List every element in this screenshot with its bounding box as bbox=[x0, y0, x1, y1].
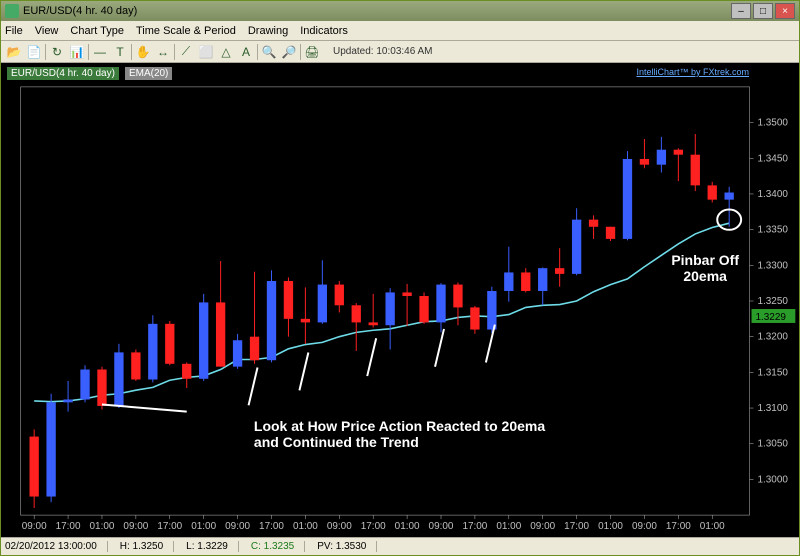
chart-area[interactable]: EUR/USD(4 hr. 40 day) EMA(20) IntelliCha… bbox=[1, 63, 799, 537]
toolbar-tool-20[interactable]: 🖨 bbox=[303, 43, 321, 61]
svg-text:01:00: 01:00 bbox=[293, 521, 318, 532]
toolbar-tool-7[interactable]: T bbox=[111, 43, 129, 61]
svg-text:09:00: 09:00 bbox=[123, 521, 148, 532]
svg-text:01:00: 01:00 bbox=[496, 521, 521, 532]
menu-drawing[interactable]: Drawing bbox=[248, 25, 288, 37]
toolbar: 📂📄 ↻📊 —T ✋↔ ⟋⬜△A 🔍🔎 🖨 Updated: 10:03:46 AM bbox=[1, 41, 799, 63]
svg-text:09:00: 09:00 bbox=[327, 521, 352, 532]
status-datetime: 02/20/2012 13:00:00 bbox=[5, 541, 108, 552]
toolbar-tool-16 bbox=[257, 44, 258, 60]
svg-text:17:00: 17:00 bbox=[259, 521, 284, 532]
toolbar-tool-15[interactable]: A bbox=[237, 43, 255, 61]
app-icon bbox=[5, 4, 19, 18]
svg-text:1.3000: 1.3000 bbox=[757, 474, 788, 485]
toolbar-tool-1[interactable]: 📄 bbox=[25, 43, 43, 61]
svg-text:01:00: 01:00 bbox=[598, 521, 623, 532]
svg-text:1.3350: 1.3350 bbox=[757, 225, 788, 236]
toolbar-tool-17[interactable]: 🔍 bbox=[260, 43, 278, 61]
minimize-button[interactable]: – bbox=[731, 3, 751, 19]
brand-link[interactable]: IntelliChart™ by FXtrek.com bbox=[636, 67, 749, 77]
toolbar-tool-5 bbox=[88, 44, 89, 60]
svg-text:09:00: 09:00 bbox=[22, 521, 47, 532]
legend: EUR/USD(4 hr. 40 day) EMA(20) bbox=[7, 67, 172, 80]
svg-text:1.3050: 1.3050 bbox=[757, 439, 788, 450]
toolbar-tool-8 bbox=[131, 44, 132, 60]
svg-text:1.3200: 1.3200 bbox=[757, 332, 788, 343]
menu-file[interactable]: File bbox=[5, 25, 23, 37]
legend-symbol: EUR/USD(4 hr. 40 day) bbox=[7, 67, 119, 80]
svg-text:17:00: 17:00 bbox=[157, 521, 182, 532]
svg-text:1.3450: 1.3450 bbox=[757, 153, 788, 164]
svg-text:1.3100: 1.3100 bbox=[757, 403, 788, 414]
svg-text:17:00: 17:00 bbox=[361, 521, 386, 532]
maximize-button[interactable]: □ bbox=[753, 3, 773, 19]
svg-text:17:00: 17:00 bbox=[56, 521, 81, 532]
menu-chart-type[interactable]: Chart Type bbox=[70, 25, 124, 37]
toolbar-tool-14[interactable]: △ bbox=[217, 43, 235, 61]
svg-text:01:00: 01:00 bbox=[90, 521, 115, 532]
status-low: L: 1.3229 bbox=[186, 541, 239, 552]
legend-indicator: EMA(20) bbox=[125, 67, 172, 80]
chart-canvas: 1.3000 1.3050 1.3100 1.3150 1.3200 1.3250 1.33… bbox=[1, 63, 799, 537]
statusbar: 02/20/2012 13:00:00 H: 1.3250 L: 1.3229 … bbox=[1, 537, 799, 555]
updated-label: Updated: 10:03:46 AM bbox=[333, 46, 433, 57]
toolbar-tool-4[interactable]: 📊 bbox=[68, 43, 86, 61]
status-high: H: 1.3250 bbox=[120, 541, 174, 552]
menu-time-scale[interactable]: Time Scale & Period bbox=[136, 25, 236, 37]
status-close: C: 1.3235 bbox=[251, 541, 305, 552]
status-pv: PV: 1.3530 bbox=[317, 541, 377, 552]
svg-text:1.3150: 1.3150 bbox=[757, 367, 788, 378]
toolbar-tool-19 bbox=[300, 44, 301, 60]
close-button[interactable]: × bbox=[775, 3, 795, 19]
svg-text:01:00: 01:00 bbox=[191, 521, 216, 532]
svg-text:01:00: 01:00 bbox=[700, 521, 725, 532]
toolbar-tool-0[interactable]: 📂 bbox=[5, 43, 23, 61]
menu-view[interactable]: View bbox=[35, 25, 59, 37]
svg-text:17:00: 17:00 bbox=[462, 521, 487, 532]
menubar: File View Chart Type Time Scale & Period… bbox=[1, 21, 799, 41]
svg-text:09:00: 09:00 bbox=[429, 521, 454, 532]
toolbar-tool-18[interactable]: 🔎 bbox=[280, 43, 298, 61]
toolbar-tool-6[interactable]: — bbox=[91, 43, 109, 61]
svg-text:1.3500: 1.3500 bbox=[757, 118, 788, 129]
svg-text:17:00: 17:00 bbox=[666, 521, 691, 532]
menu-indicators[interactable]: Indicators bbox=[300, 25, 348, 37]
toolbar-tool-12[interactable]: ⟋ bbox=[177, 43, 195, 61]
toolbar-tool-13[interactable]: ⬜ bbox=[197, 43, 215, 61]
toolbar-tool-9[interactable]: ✋ bbox=[134, 43, 152, 61]
app-window: EUR/USD(4 hr. 40 day) – □ × File View Ch… bbox=[0, 0, 800, 556]
svg-text:09:00: 09:00 bbox=[225, 521, 250, 532]
svg-text:1.3250: 1.3250 bbox=[757, 296, 788, 307]
toolbar-tool-10[interactable]: ↔ bbox=[154, 43, 172, 61]
toolbar-tool-2 bbox=[45, 44, 46, 60]
svg-text:1.3300: 1.3300 bbox=[757, 260, 788, 271]
svg-text:17:00: 17:00 bbox=[564, 521, 589, 532]
svg-text:1.3400: 1.3400 bbox=[757, 189, 788, 200]
toolbar-tool-3[interactable]: ↻ bbox=[48, 43, 66, 61]
toolbar-tool-11 bbox=[174, 44, 175, 60]
window-title: EUR/USD(4 hr. 40 day) bbox=[23, 5, 731, 17]
svg-text:01:00: 01:00 bbox=[395, 521, 420, 532]
titlebar: EUR/USD(4 hr. 40 day) – □ × bbox=[1, 1, 799, 21]
svg-text:1.3229: 1.3229 bbox=[755, 312, 786, 323]
svg-text:09:00: 09:00 bbox=[530, 521, 555, 532]
svg-text:09:00: 09:00 bbox=[632, 521, 657, 532]
